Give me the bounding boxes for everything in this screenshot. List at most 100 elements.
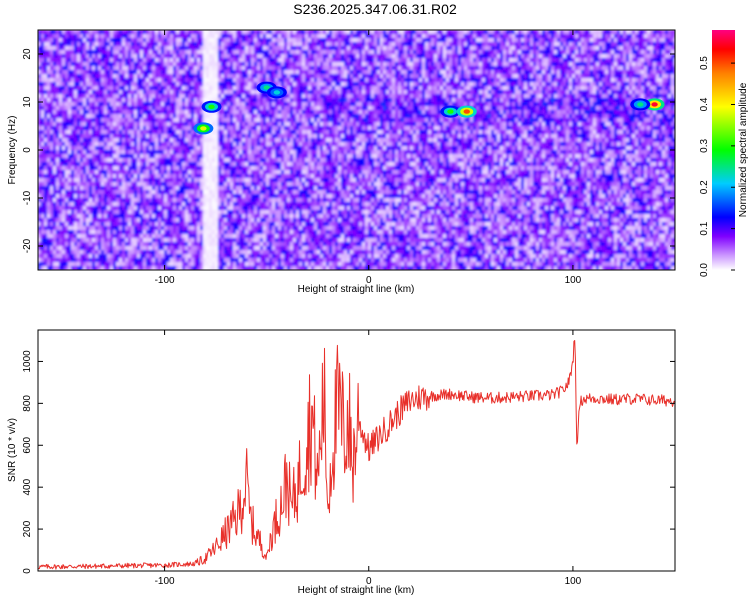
spectrogram-cell	[38, 238, 42, 243]
spectrogram-cell	[116, 178, 120, 183]
spectrogram-cell	[284, 230, 288, 235]
spectrogram-cell	[173, 138, 177, 143]
spectrogram-cell	[188, 198, 192, 203]
spectrogram-cell	[209, 74, 213, 79]
spectrogram-cell	[134, 90, 138, 95]
spectrogram-cell	[62, 154, 66, 159]
spectrogram-cell	[287, 78, 291, 83]
spectrogram-cell	[68, 234, 72, 239]
spectrogram-cell	[80, 90, 84, 95]
spectrogram-cell	[191, 122, 195, 127]
spectrogram-cell	[38, 146, 42, 151]
spectrogram-cell	[167, 38, 171, 43]
spectrogram-cell	[143, 134, 147, 139]
spectrogram-cell	[113, 214, 117, 219]
spectrogram-cell	[266, 54, 270, 59]
spectrogram-cell	[125, 226, 129, 231]
spectrogram-cell	[236, 98, 240, 103]
spectrogram-cell	[284, 130, 288, 135]
spectrogram-cell	[221, 158, 225, 163]
spectrogram-cell	[224, 46, 228, 51]
spectrogram-cell	[110, 46, 114, 51]
spectrogram-cell	[236, 58, 240, 63]
spectrogram-cell	[173, 98, 177, 103]
spectrogram-cell	[74, 46, 78, 51]
spectrogram-cell	[227, 174, 231, 179]
spectrogram-cell	[113, 34, 117, 39]
spectrogram-cell	[146, 54, 150, 59]
spectrogram-cell	[38, 214, 42, 219]
spectrogram-cell	[89, 162, 93, 167]
spectrogram-cell	[257, 130, 261, 135]
spectrogram-cell	[185, 74, 189, 79]
spectrogram-cell	[224, 210, 228, 215]
spectrogram-cell	[200, 214, 204, 219]
spectrogram-cell	[50, 206, 54, 211]
spectrogram-cell	[155, 266, 159, 270]
spectrogram-cell	[140, 154, 144, 159]
spectrogram-cell	[275, 122, 279, 127]
spectrogram-cell	[278, 82, 282, 87]
spectrogram-cell	[98, 246, 102, 251]
spectrogram-cell	[215, 150, 219, 155]
spectrogram-cell	[71, 250, 75, 255]
spectrogram-cell	[134, 78, 138, 83]
spectrogram-cell	[242, 218, 246, 223]
spectrogram-cell	[185, 102, 189, 107]
spectrogram-cell	[179, 266, 183, 270]
spectrogram-cell	[101, 250, 105, 255]
spectrogram-cell	[245, 194, 249, 199]
spectrogram-cell	[131, 102, 135, 107]
spectrogram-cell	[41, 138, 45, 143]
spectrogram-cell	[251, 126, 255, 131]
spectrogram-cell	[149, 82, 153, 87]
spectrogram-cell	[41, 102, 45, 107]
spectrogram-cell	[200, 94, 204, 99]
spectrogram-cell	[236, 210, 240, 215]
spectrogram-cell	[194, 234, 198, 239]
spectrogram-cell	[176, 106, 180, 111]
spectrogram-cell	[38, 74, 42, 79]
spectrogram-cell	[104, 210, 108, 215]
spectrogram-cell	[173, 178, 177, 183]
spectrogram-cell	[113, 218, 117, 223]
spectrogram-cell	[158, 38, 162, 43]
spectrogram-cell	[179, 174, 183, 179]
spectrogram-cell	[98, 242, 102, 247]
spectrogram-cell	[101, 170, 105, 175]
spectrogram-cell	[188, 242, 192, 247]
spectrogram-cell	[269, 30, 273, 35]
spectrogram-cell	[194, 42, 198, 47]
spectrogram-cell	[89, 70, 93, 75]
spectrogram-cell	[170, 250, 174, 255]
spectrogram-cell	[71, 190, 75, 195]
spectrogram-cell	[188, 258, 192, 263]
spectrogram-cell	[98, 154, 102, 159]
spectrogram-cell	[281, 62, 285, 67]
spectrogram-cell	[287, 58, 291, 63]
spectrogram-cell	[122, 218, 126, 223]
spectrogram-cell	[281, 122, 285, 127]
spectrogram-cell	[47, 58, 51, 63]
spectrogram-cell	[110, 226, 114, 231]
spectrogram-cell	[173, 222, 177, 227]
spectrogram-cell	[107, 102, 111, 107]
spectrogram-cell	[206, 30, 210, 35]
spectrogram-cell	[83, 46, 87, 51]
spectrogram-cell	[173, 38, 177, 43]
spectrogram-cell	[89, 230, 93, 235]
spectrogram-cell	[107, 166, 111, 171]
spectrogram-cell	[221, 150, 225, 155]
spectrogram-cell	[41, 242, 45, 247]
spectrogram-cell	[287, 82, 291, 87]
spectrogram-cell	[191, 206, 195, 211]
spectrogram-cell	[257, 178, 261, 183]
spectrogram-cell	[227, 190, 231, 195]
spectrogram-cell	[80, 94, 84, 99]
spectrogram-cell	[131, 226, 135, 231]
spectrogram-cell	[50, 258, 54, 263]
spectrogram-cell	[89, 126, 93, 131]
spectrogram-cell	[41, 266, 45, 270]
spectrogram-cell	[242, 258, 246, 263]
spectrogram-cell	[89, 74, 93, 79]
